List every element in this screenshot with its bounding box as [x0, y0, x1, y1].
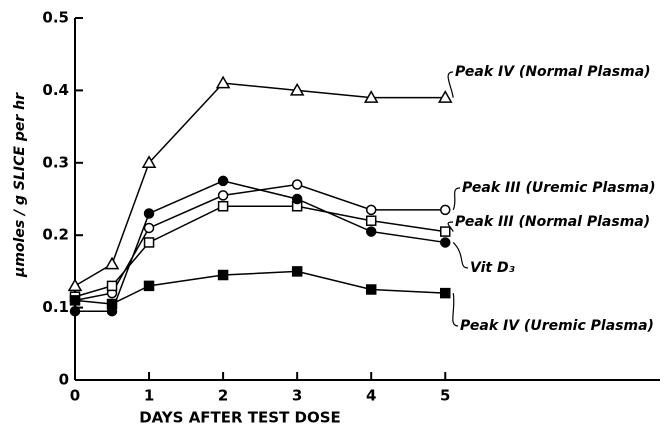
marker: [437, 90, 453, 103]
marker: [365, 226, 377, 237]
marker: [67, 278, 83, 292]
series-label: Peak III (Uremic Plasma): [462, 180, 656, 196]
marker: [106, 298, 118, 310]
x-tick-label: 4: [366, 387, 376, 405]
marker: [69, 305, 81, 317]
marker: [365, 215, 377, 226]
leader-line: [452, 293, 459, 327]
marker: [363, 90, 379, 103]
marker: [215, 75, 231, 89]
leader-line: [447, 71, 454, 98]
marker: [440, 287, 451, 299]
marker: [291, 179, 303, 190]
x-tick-label: 2: [218, 387, 228, 405]
y-tick-label: 0.1: [42, 298, 69, 316]
x-tick-label: 1: [144, 387, 154, 405]
y-tick-label: 0: [59, 371, 69, 389]
leader-line: [447, 221, 454, 232]
marker: [440, 226, 451, 237]
series-label: Vit D₃: [470, 260, 515, 276]
marker: [217, 269, 229, 281]
y-tick-label: 0.4: [42, 81, 69, 99]
marker: [143, 222, 155, 234]
marker: [217, 200, 229, 212]
marker: [365, 204, 377, 216]
x-axis-label: DAYS AFTER TEST DOSE: [139, 409, 341, 427]
leader-line: [452, 187, 461, 211]
marker: [104, 256, 120, 270]
marker: [141, 155, 157, 169]
marker: [143, 237, 155, 248]
series-line: [74, 270, 446, 305]
x-tick-label: 5: [440, 387, 450, 405]
marker: [143, 280, 155, 292]
marker: [217, 175, 229, 187]
marker: [291, 193, 303, 205]
series-label: Peak IV (Uremic Plasma): [460, 318, 654, 334]
marker: [289, 82, 305, 96]
marker: [217, 190, 229, 201]
series-line: [74, 82, 446, 287]
y-tick-label: 0.5: [42, 9, 69, 27]
leader-line: [452, 242, 469, 269]
y-tick-label: 0.3: [42, 153, 69, 171]
marker: [440, 237, 451, 248]
y-axis-label: μmoles / g SLICE per hr: [12, 92, 28, 278]
marker: [143, 208, 155, 219]
series-label: Peak III (Normal Plasma): [455, 214, 650, 230]
series-line: [74, 205, 446, 298]
x-tick-label: 3: [292, 387, 302, 405]
series-label: Peak IV (Normal Plasma): [455, 64, 651, 80]
series-line: [75, 180, 446, 312]
y-tick-label: 0.2: [42, 226, 69, 244]
series-line: [74, 183, 446, 302]
marker: [69, 295, 81, 306]
marker: [106, 280, 118, 292]
marker: [365, 284, 377, 295]
marker: [440, 204, 451, 216]
x-tick-label: 0: [70, 387, 80, 405]
marker: [291, 266, 303, 277]
